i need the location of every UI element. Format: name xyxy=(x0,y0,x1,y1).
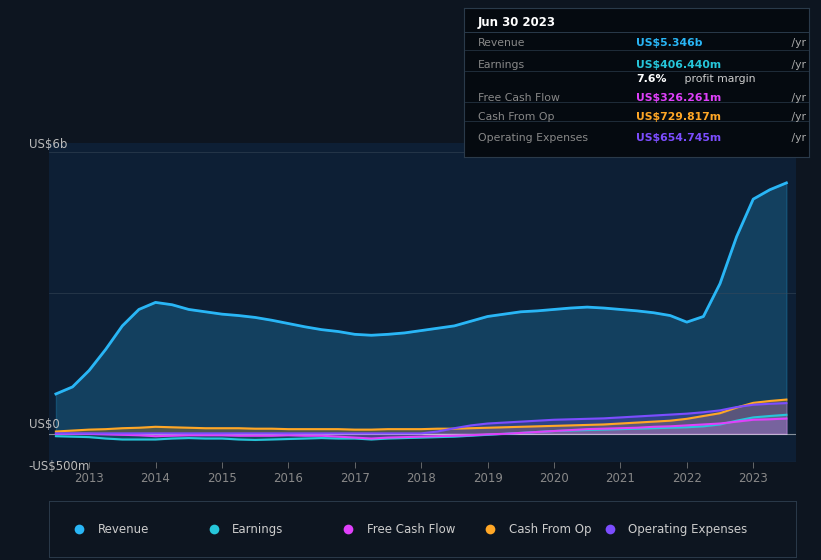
Text: Cash From Op: Cash From Op xyxy=(478,112,554,122)
Text: Earnings: Earnings xyxy=(478,59,525,69)
Text: US$0: US$0 xyxy=(29,418,59,431)
Text: /yr: /yr xyxy=(788,133,806,143)
Text: Cash From Op: Cash From Op xyxy=(509,522,591,536)
Text: Operating Expenses: Operating Expenses xyxy=(628,522,747,536)
Text: US$6b: US$6b xyxy=(29,138,67,151)
Text: Earnings: Earnings xyxy=(232,522,284,536)
Text: /yr: /yr xyxy=(788,112,806,122)
Text: US$654.745m: US$654.745m xyxy=(636,133,722,143)
Text: /yr: /yr xyxy=(788,38,806,48)
Text: Revenue: Revenue xyxy=(98,522,149,536)
Text: -US$500m: -US$500m xyxy=(29,460,90,473)
Text: Operating Expenses: Operating Expenses xyxy=(478,133,588,143)
Text: /yr: /yr xyxy=(788,59,806,69)
Text: Free Cash Flow: Free Cash Flow xyxy=(367,522,455,536)
Text: /yr: /yr xyxy=(788,93,806,103)
Text: US$406.440m: US$406.440m xyxy=(636,59,722,69)
Text: profit margin: profit margin xyxy=(681,74,755,85)
Text: Free Cash Flow: Free Cash Flow xyxy=(478,93,560,103)
Text: US$326.261m: US$326.261m xyxy=(636,93,722,103)
Text: US$729.817m: US$729.817m xyxy=(636,112,722,122)
Text: Revenue: Revenue xyxy=(478,38,525,48)
Text: US$5.346b: US$5.346b xyxy=(636,38,703,48)
Text: Jun 30 2023: Jun 30 2023 xyxy=(478,16,556,29)
Text: 7.6%: 7.6% xyxy=(636,74,667,85)
